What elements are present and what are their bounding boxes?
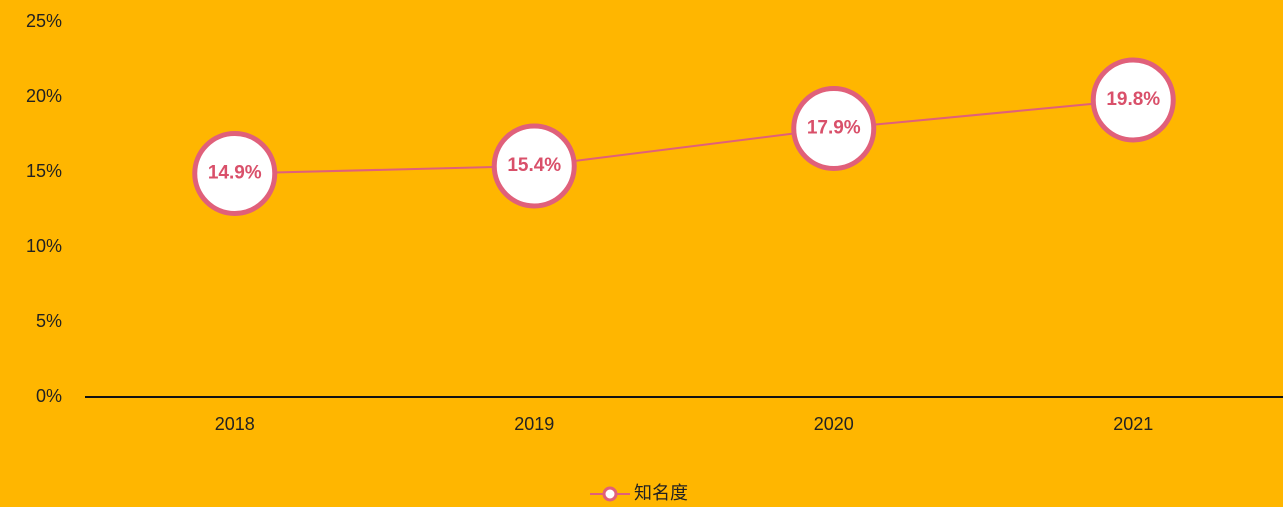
data-label: 19.8% [1106,89,1160,110]
data-label: 14.9% [208,163,262,184]
point [491,123,577,209]
y-tick-label: 20% [26,86,62,106]
y-tick-label: 5% [36,311,62,331]
legend-label: 知名度 [634,483,688,503]
y-tick-label: 0% [36,386,62,406]
line [234,99,1134,175]
y-tick-label: 10% [26,236,62,256]
x-tick-label: 2019 [514,414,554,434]
x-tick-label: 2018 [215,414,255,434]
point [192,131,278,216]
y-tick-label: 15% [26,161,62,181]
x-tick-label: 2021 [1113,414,1153,434]
x-tick-label: 2020 [814,414,854,434]
data-label: 17.9% [807,118,861,139]
point [791,86,877,171]
legend-marker [602,486,618,502]
y-tick-label: 25% [26,11,62,31]
data-label: 15.4% [507,155,561,176]
point [1090,57,1176,143]
